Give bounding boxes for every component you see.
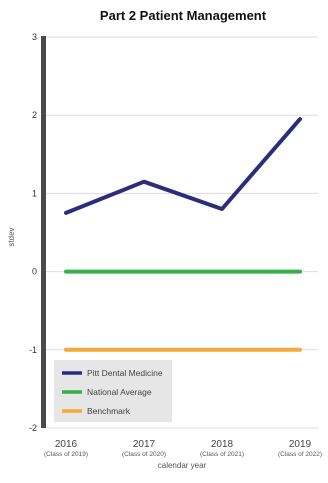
y-tick-label: 0 bbox=[32, 267, 37, 277]
y-tick-label: -1 bbox=[29, 345, 37, 355]
y-tick-label: 1 bbox=[32, 188, 37, 198]
legend-label: National Average bbox=[87, 387, 152, 397]
legend-label: Pitt Dental Medicine bbox=[87, 368, 163, 378]
y-axis-label: stdev bbox=[7, 227, 16, 246]
x-tick-labels: 2016(Class of 2019) 2017(Class of 2020) 20… bbox=[44, 439, 322, 458]
x-tick-label: 2016 bbox=[55, 439, 78, 450]
legend-label: Benchmark bbox=[87, 406, 131, 416]
y-tick-label: -2 bbox=[29, 423, 37, 433]
chart-title: Part 2 Patient Management bbox=[100, 8, 267, 23]
x-tick-sublabel: (Class of 2020) bbox=[122, 451, 166, 458]
y-tick-label: 2 bbox=[32, 110, 37, 120]
x-axis-label: calendar year bbox=[158, 461, 207, 470]
y-tick-label: 3 bbox=[32, 32, 37, 42]
x-tick-label: 2019 bbox=[289, 439, 312, 450]
y-axis-line bbox=[41, 36, 46, 428]
x-tick-sublabel: (Class of 2019) bbox=[44, 451, 88, 458]
x-tick-label: 2018 bbox=[211, 439, 234, 450]
x-tick-sublabel: (Class of 2021) bbox=[200, 451, 244, 458]
series-line-0 bbox=[64, 117, 302, 215]
series-lines bbox=[64, 117, 302, 352]
y-tick-labels: 3 2 1 0 -1 -2 bbox=[29, 32, 37, 433]
legend: Pitt Dental Medicine National Average Benc… bbox=[54, 360, 172, 422]
x-tick-sublabel: (Class of 2022) bbox=[278, 451, 322, 458]
x-tick-label: 2017 bbox=[133, 439, 156, 450]
